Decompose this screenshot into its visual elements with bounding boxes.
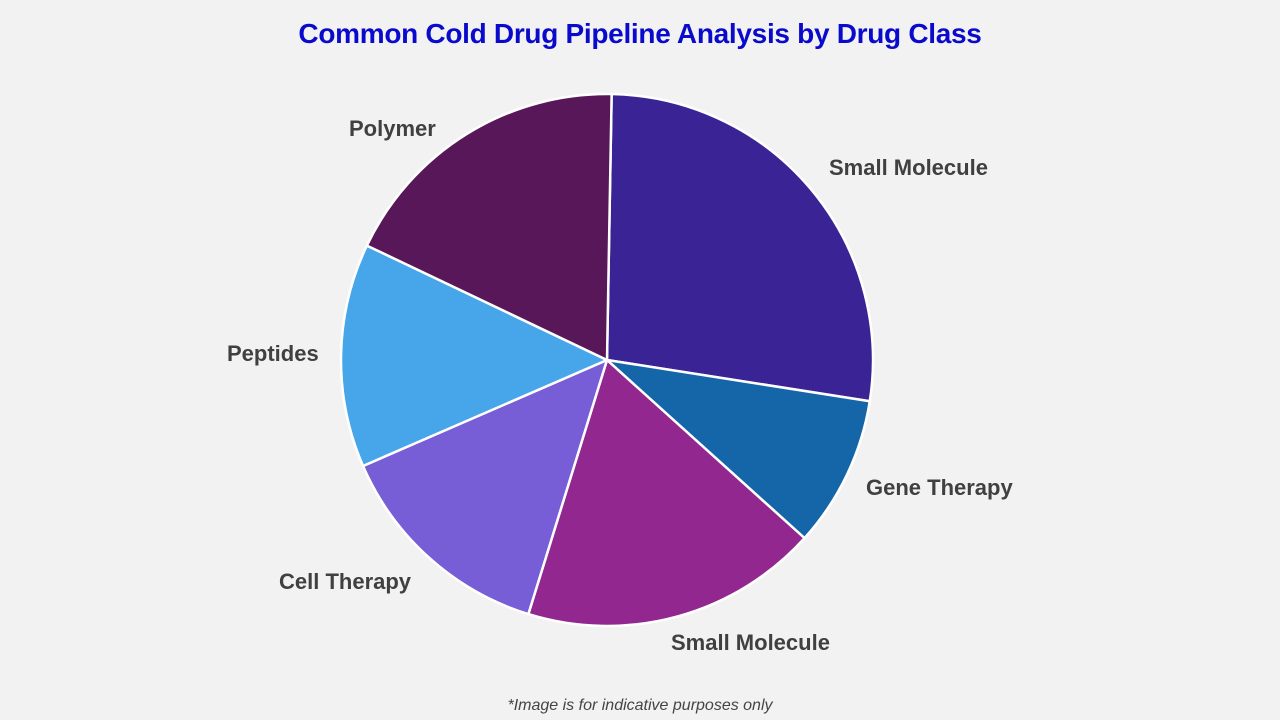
- footnote: *Image is for indicative purposes only: [507, 697, 773, 714]
- slice-label: Polymer: [349, 116, 436, 141]
- slice-label: Cell Therapy: [279, 569, 412, 594]
- pie-slice-peptides: [339, 244, 609, 468]
- pie-slice-polymer: [365, 92, 613, 362]
- slice-label: Peptides: [227, 341, 319, 366]
- chart-title: Common Cold Drug Pipeline Analysis by Dr…: [298, 18, 982, 49]
- pie-slice-small-molecule: [605, 92, 875, 403]
- slice-label: Small Molecule: [829, 155, 988, 180]
- pie-slice-cell-therapy: [361, 358, 609, 616]
- slice-label: Gene Therapy: [866, 475, 1013, 500]
- pie-slice-small-molecule: [527, 358, 806, 628]
- slice-label: Small Molecule: [671, 630, 830, 655]
- pie-slice-gene-therapy: [605, 358, 872, 540]
